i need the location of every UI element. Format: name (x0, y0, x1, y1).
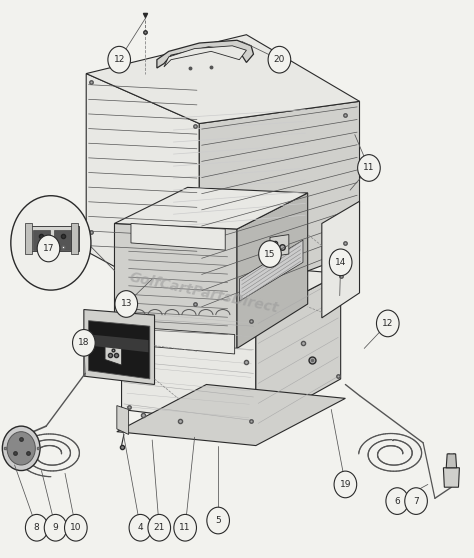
Polygon shape (121, 262, 341, 318)
Polygon shape (270, 234, 289, 257)
Circle shape (2, 426, 40, 470)
Circle shape (268, 46, 291, 73)
Polygon shape (86, 74, 199, 312)
Polygon shape (117, 406, 128, 435)
Polygon shape (171, 102, 308, 232)
Circle shape (329, 249, 352, 276)
Text: 9: 9 (53, 523, 58, 532)
Circle shape (334, 471, 357, 498)
Polygon shape (121, 307, 256, 426)
Text: 4: 4 (137, 523, 143, 532)
Circle shape (148, 514, 171, 541)
Circle shape (108, 46, 130, 73)
Polygon shape (86, 35, 359, 123)
Polygon shape (54, 230, 71, 250)
Polygon shape (33, 230, 50, 250)
Circle shape (44, 514, 67, 541)
Polygon shape (90, 335, 148, 352)
Polygon shape (105, 344, 121, 365)
Text: 6: 6 (394, 497, 400, 506)
Text: 13: 13 (120, 300, 132, 309)
Text: 8: 8 (34, 523, 40, 532)
Circle shape (129, 514, 152, 541)
Polygon shape (131, 223, 225, 250)
Polygon shape (84, 310, 155, 384)
Text: 11: 11 (180, 523, 191, 532)
Polygon shape (164, 46, 246, 67)
Circle shape (386, 488, 409, 514)
Circle shape (259, 240, 281, 267)
Text: GolfCartPartsDirect: GolfCartPartsDirect (128, 270, 280, 316)
Polygon shape (237, 193, 308, 348)
Circle shape (405, 488, 428, 514)
Polygon shape (443, 468, 459, 487)
Polygon shape (117, 384, 346, 446)
Circle shape (7, 432, 36, 465)
Polygon shape (322, 201, 359, 318)
Circle shape (357, 155, 380, 181)
Text: 15: 15 (264, 249, 276, 258)
Circle shape (11, 196, 91, 290)
Circle shape (207, 507, 229, 534)
Polygon shape (27, 226, 79, 251)
Polygon shape (446, 454, 456, 468)
Text: 14: 14 (335, 258, 346, 267)
Polygon shape (256, 273, 341, 426)
Polygon shape (199, 102, 359, 312)
Text: 7: 7 (413, 497, 419, 506)
Text: 10: 10 (70, 523, 82, 532)
Polygon shape (121, 326, 235, 354)
Polygon shape (115, 187, 308, 229)
Polygon shape (239, 240, 303, 301)
Circle shape (26, 514, 48, 541)
Circle shape (64, 514, 87, 541)
Text: 12: 12 (113, 55, 125, 64)
Polygon shape (71, 223, 78, 254)
Text: 5: 5 (215, 516, 221, 525)
Circle shape (376, 310, 399, 336)
Text: 17: 17 (43, 244, 54, 253)
Polygon shape (157, 40, 254, 68)
Circle shape (115, 291, 137, 318)
Polygon shape (25, 223, 32, 254)
Text: 18: 18 (78, 338, 90, 347)
Circle shape (174, 514, 197, 541)
Text: 20: 20 (273, 55, 285, 64)
Circle shape (37, 235, 60, 262)
Text: 11: 11 (363, 163, 374, 172)
Text: 21: 21 (154, 523, 165, 532)
Text: 12: 12 (382, 319, 393, 328)
Polygon shape (115, 223, 237, 348)
Text: 19: 19 (340, 480, 351, 489)
Polygon shape (89, 321, 150, 379)
Circle shape (73, 330, 95, 356)
